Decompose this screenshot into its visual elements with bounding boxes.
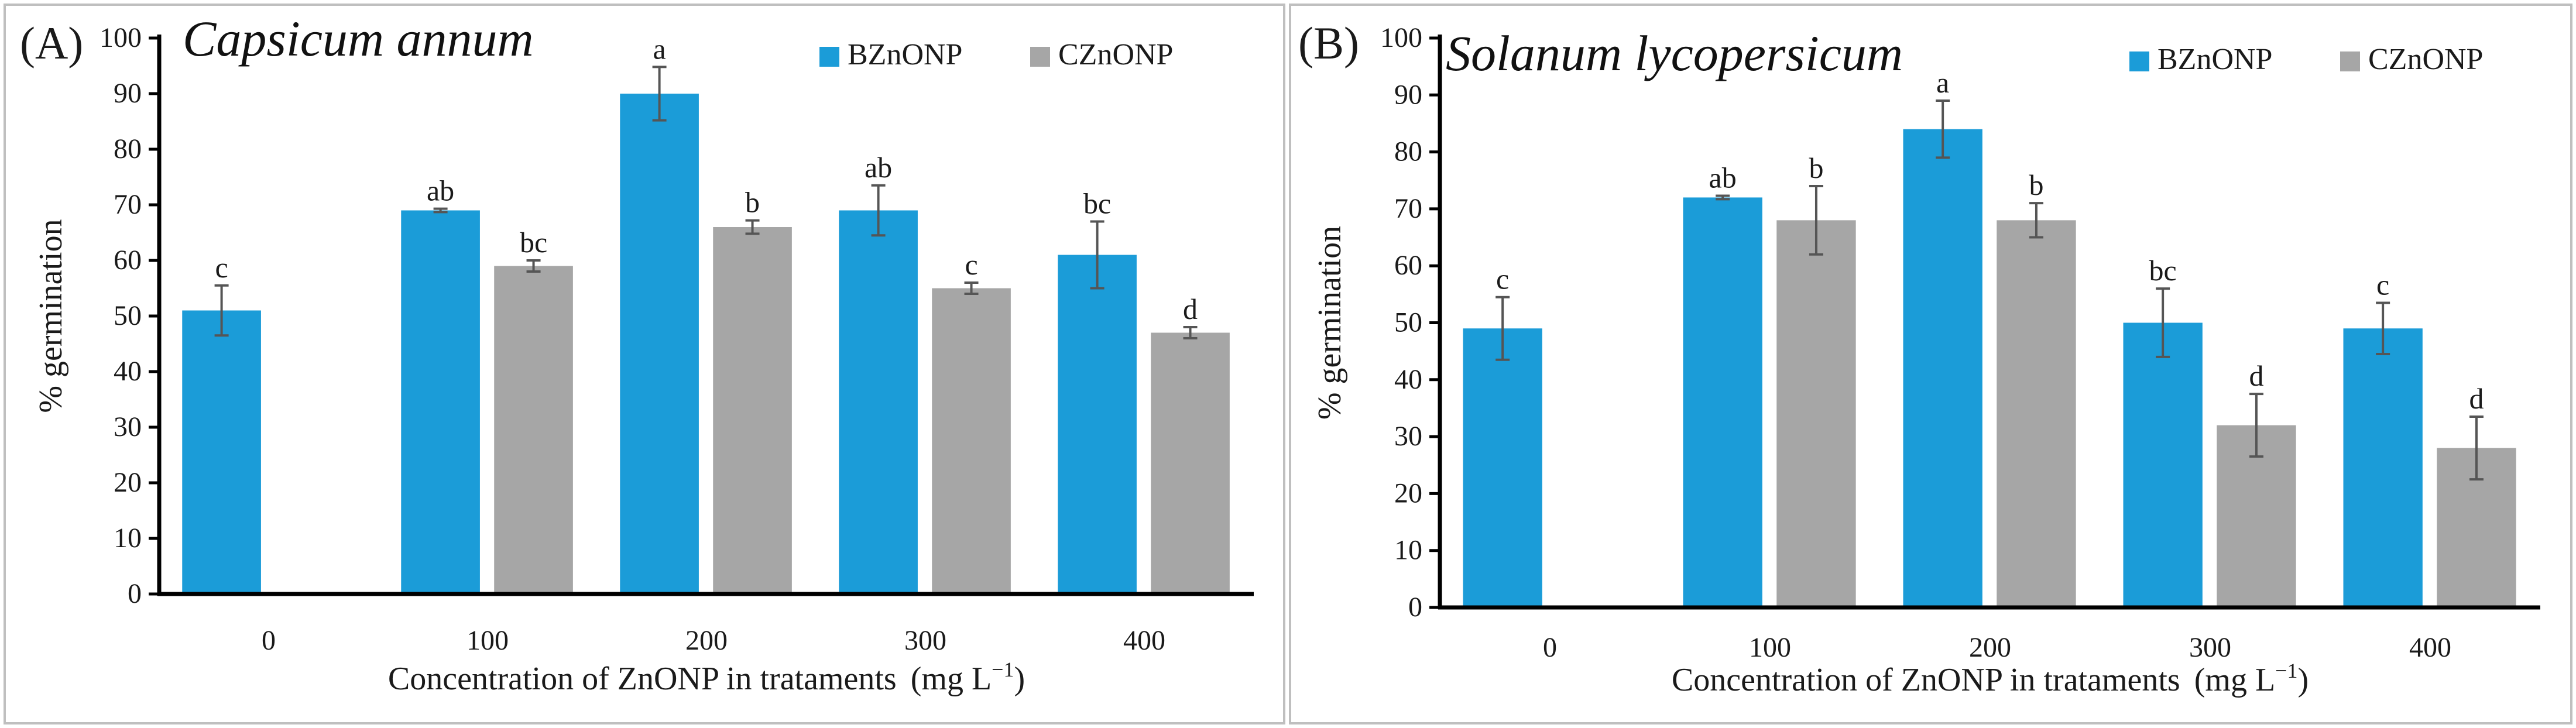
bar-BZnONP-0 — [1463, 328, 1542, 607]
bar-CZnONP-400 — [1151, 332, 1230, 594]
y-tick-label: 60 — [114, 245, 142, 276]
bar-BZnONP-100 — [401, 210, 480, 594]
panel-label: (A) — [20, 18, 83, 68]
significance-letter: ab — [1709, 162, 1737, 194]
legend-swatch — [1030, 47, 1050, 67]
x-tick-label: 400 — [1123, 625, 1165, 656]
significance-letter: d — [1183, 293, 1198, 325]
bar-BZnONP-400 — [2343, 328, 2423, 607]
significance-letter: d — [2249, 359, 2263, 392]
y-tick-label: 90 — [114, 78, 142, 109]
chart-title: Solanum lycopersicum — [1446, 25, 1903, 81]
bar-BZnONP-400 — [1058, 255, 1137, 594]
bar-BZnONP-300 — [2123, 322, 2203, 607]
y-tick-label: 20 — [1394, 478, 1422, 509]
y-tick-label: 10 — [1394, 535, 1422, 566]
x-axis-label-sup: −1 — [2275, 659, 2297, 682]
bar-CZnONP-300 — [932, 288, 1011, 594]
y-tick-label: 30 — [1394, 421, 1422, 452]
significance-letter: c — [965, 248, 977, 281]
x-axis-label-main: Concentration of ZnONP in trataments — [1672, 662, 2180, 698]
chart-panel-1: (B) Solanum lycopersicum 0 10 20 30 40 50 60 70 80… — [1289, 4, 2572, 724]
panel-label: (B) — [1298, 18, 1359, 68]
y-tick-label: 100 — [100, 22, 142, 53]
legend-label: CZnONP — [2368, 43, 2483, 76]
significance-letter: d — [2469, 382, 2484, 415]
bar-BZnONP-200 — [620, 94, 699, 594]
y-tick-label: 0 — [128, 578, 142, 609]
panel-frame — [1289, 4, 2572, 724]
x-tick-label: 300 — [904, 625, 946, 656]
y-axis-label: % germination — [33, 219, 69, 413]
y-tick-label: 60 — [1394, 250, 1422, 281]
significance-letter: b — [2029, 169, 2043, 201]
significance-letter: c — [2376, 268, 2389, 301]
significance-letter: b — [745, 186, 760, 219]
y-tick-label: 30 — [114, 411, 142, 442]
legend-label: BZnONP — [848, 38, 962, 71]
chart-panel-0: (A) Capsicum annum 0 10 20 30 40 50 60 70 80 90 100 c… — [4, 4, 1285, 724]
panel-frame — [4, 4, 1285, 724]
y-axis-label: % germination — [1312, 226, 1348, 420]
legend-label: BZnONP — [2157, 43, 2272, 76]
significance-letter: c — [1496, 263, 1509, 296]
legend-swatch — [819, 47, 839, 67]
x-axis-label: Concentration of ZnONP in trataments (mg … — [1672, 659, 2309, 698]
bar-BZnONP-0 — [182, 310, 261, 594]
x-tick-label: 200 — [685, 625, 728, 656]
y-tick-label: 50 — [1394, 307, 1422, 338]
y-tick-label: 80 — [1394, 136, 1422, 167]
significance-letter: a — [653, 32, 666, 65]
significance-letter: ab — [865, 151, 892, 184]
x-axis-label-unit: (mg L — [2194, 662, 2275, 698]
y-tick-label: 50 — [114, 300, 142, 331]
bar-BZnONP-200 — [1903, 129, 1982, 607]
x-tick-label: 200 — [1969, 632, 2011, 663]
x-axis-label-main: Concentration of ZnONP in trataments — [388, 661, 897, 697]
legend-label: CZnONP — [1058, 38, 1173, 71]
bar-CZnONP-100 — [494, 266, 573, 594]
chart-title: Capsicum annum — [183, 11, 534, 67]
y-tick-label: 0 — [1408, 592, 1422, 623]
x-axis-label: Concentration of ZnONP in trataments (mg … — [388, 658, 1025, 697]
significance-letter: b — [1809, 152, 1823, 184]
x-tick-label: 300 — [2189, 632, 2231, 663]
legend-swatch — [2129, 51, 2149, 71]
x-axis-label-close: ) — [2297, 662, 2309, 698]
y-tick-label: 70 — [114, 189, 142, 220]
y-tick-label: 80 — [114, 133, 142, 164]
x-tick-label: 100 — [467, 625, 509, 656]
x-tick-label: 0 — [1543, 632, 1557, 663]
significance-letter: bc — [520, 226, 547, 259]
x-tick-label: 100 — [1749, 632, 1791, 663]
bar-BZnONP-100 — [1683, 197, 1762, 607]
significance-letter: a — [1936, 66, 1949, 99]
significance-letter: bc — [2149, 254, 2177, 287]
y-tick-label: 70 — [1394, 193, 1422, 224]
x-axis-label-unit: (mg L — [911, 661, 992, 697]
significance-letter: c — [215, 251, 228, 284]
bar-CZnONP-200 — [713, 227, 792, 594]
bar-BZnONP-300 — [839, 210, 918, 594]
x-axis-label-close: ) — [1014, 661, 1025, 697]
bar-CZnONP-200 — [1997, 220, 2076, 607]
significance-letter: ab — [427, 174, 454, 207]
y-tick-label: 40 — [1394, 364, 1422, 395]
bar-CZnONP-100 — [1776, 220, 1856, 607]
x-axis-label-sup: −1 — [992, 658, 1014, 681]
y-tick-label: 100 — [1380, 22, 1422, 53]
y-tick-label: 20 — [114, 467, 142, 498]
y-tick-label: 40 — [114, 356, 142, 387]
y-tick-label: 90 — [1394, 79, 1422, 110]
y-tick-label: 10 — [114, 523, 142, 554]
significance-letter: bc — [1083, 187, 1111, 220]
x-tick-label: 400 — [2409, 632, 2451, 663]
x-tick-label: 0 — [262, 625, 276, 656]
legend-swatch — [2340, 51, 2360, 71]
